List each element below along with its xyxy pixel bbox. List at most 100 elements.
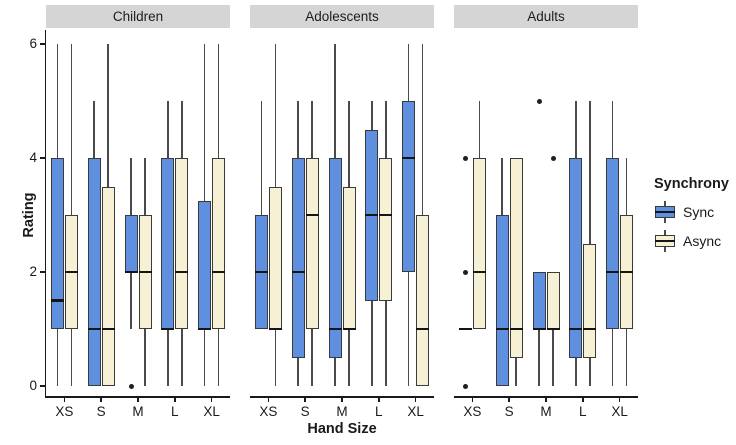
median-adolescents-m-async <box>342 327 356 331</box>
x-tick-label: L <box>579 404 587 419</box>
x-tick-label: XS <box>55 404 74 419</box>
x-tick-mark <box>471 397 474 402</box>
box-children-l-async <box>175 158 189 329</box>
median-adults-xs-async <box>472 270 486 274</box>
box-adults-s-async <box>509 158 523 358</box>
box-adults-m-sync <box>532 272 546 329</box>
median-adults-s-async <box>509 327 523 331</box>
box-adolescents-xl-async <box>416 215 430 386</box>
median-adolescents-s-async <box>305 213 319 217</box>
x-tick-mark <box>137 397 139 402</box>
outlier-dot-adults-xs-sync <box>462 269 468 275</box>
median-children-m-sync <box>124 270 138 274</box>
facet-strip-adolescents: Adolescents <box>250 5 434 28</box>
y-tick-mark <box>39 271 45 273</box>
legend-item-async: Async <box>654 230 736 252</box>
x-tick-mark <box>618 397 621 402</box>
x-tick-mark <box>582 397 584 402</box>
x-axis-title: Hand Size <box>307 421 377 437</box>
legend-title: Synchrony <box>654 176 729 192</box>
median-adolescents-xl-sync <box>402 156 416 160</box>
median-children-s-async <box>101 327 115 331</box>
y-tick-mark <box>39 385 45 387</box>
y-tick-mark <box>39 157 45 159</box>
box-adults-l-sync <box>569 158 583 358</box>
box-adolescents-m-async <box>342 186 356 329</box>
x-tick-mark <box>210 397 213 402</box>
x-tick-mark <box>304 397 306 402</box>
median-children-xl-sync <box>198 327 212 331</box>
median-adolescents-l-sync <box>365 213 379 217</box>
box-adults-s-sync <box>495 215 509 386</box>
x-tick-mark <box>341 397 343 402</box>
legend-label-async: Async <box>683 233 722 249</box>
box-adolescents-m-sync <box>328 158 342 358</box>
median-adults-xl-async <box>620 270 634 274</box>
x-tick-label: XL <box>407 404 424 419</box>
outlier-dot-children-m-sync <box>128 383 134 389</box>
y-tick-label: 4 <box>29 150 37 165</box>
box-adults-l-async <box>583 243 597 358</box>
legend: Synchrony Sync Async <box>654 176 736 259</box>
median-children-xs-sync <box>50 299 64 302</box>
x-tick-mark <box>545 397 547 402</box>
x-axis-line <box>46 396 230 398</box>
x-tick-mark <box>63 397 66 402</box>
box-adolescents-s-sync <box>291 158 305 358</box>
y-axis-line <box>44 30 46 398</box>
y-tick-label: 6 <box>29 36 37 51</box>
median-adolescents-l-async <box>379 213 393 217</box>
box-adolescents-l-async <box>379 158 393 301</box>
box-children-xl-sync <box>198 200 212 329</box>
median-children-xl-async <box>212 270 226 274</box>
median-adults-m-sync <box>532 327 546 331</box>
box-children-xs-sync <box>50 158 64 329</box>
box-adolescents-s-async <box>305 158 319 329</box>
median-adolescents-xs-sync <box>254 270 268 274</box>
x-tick-label: XL <box>203 404 220 419</box>
facet-label-adolescents: Adolescents <box>305 9 379 24</box>
x-tick-mark <box>508 397 510 402</box>
median-adolescents-s-sync <box>291 270 305 274</box>
x-tick-label: M <box>336 404 348 419</box>
median-adults-xl-sync <box>606 270 620 274</box>
box-children-l-sync <box>161 158 175 329</box>
x-tick-label: XS <box>463 404 482 419</box>
median-adults-l-sync <box>569 327 583 331</box>
x-tick-mark <box>378 397 380 402</box>
facet-label-children: Children <box>112 9 164 24</box>
x-tick-mark <box>174 397 176 402</box>
box-children-m-sync <box>124 215 138 272</box>
x-tick-label: L <box>375 404 383 419</box>
legend-item-sync: Sync <box>654 201 736 223</box>
outlier-dot-adults-xs-sync <box>462 383 468 389</box>
x-tick-label: XL <box>611 404 628 419</box>
x-tick-mark <box>100 397 102 402</box>
y-tick-label: 0 <box>29 378 37 393</box>
x-axis-line <box>250 396 434 398</box>
x-tick-label: S <box>96 404 106 419</box>
box-children-s-sync <box>87 158 101 386</box>
y-tick-mark <box>39 43 45 45</box>
outlier-dot-adults-m-sync <box>536 98 542 104</box>
median-children-s-sync <box>87 327 101 331</box>
median-adults-l-async <box>583 327 597 331</box>
median-children-m-async <box>138 270 152 274</box>
median-adolescents-xl-async <box>416 327 430 331</box>
median-adults-s-sync <box>495 327 509 331</box>
facet-label-adults: Adults <box>527 9 565 24</box>
x-tick-label: XS <box>259 404 278 419</box>
box-adults-m-async <box>546 272 560 329</box>
median-adolescents-xs-async <box>268 327 282 331</box>
y-tick-label: 2 <box>29 264 37 279</box>
legend-label-sync: Sync <box>683 204 715 220</box>
box-adolescents-xl-sync <box>402 101 416 272</box>
x-tick-mark <box>414 397 417 402</box>
x-tick-mark <box>267 397 270 402</box>
async-boxplot-key-icon <box>654 230 676 252</box>
facet-strip-children: Children <box>46 5 230 28</box>
x-tick-label: M <box>540 404 552 419</box>
x-tick-label: M <box>132 404 144 419</box>
